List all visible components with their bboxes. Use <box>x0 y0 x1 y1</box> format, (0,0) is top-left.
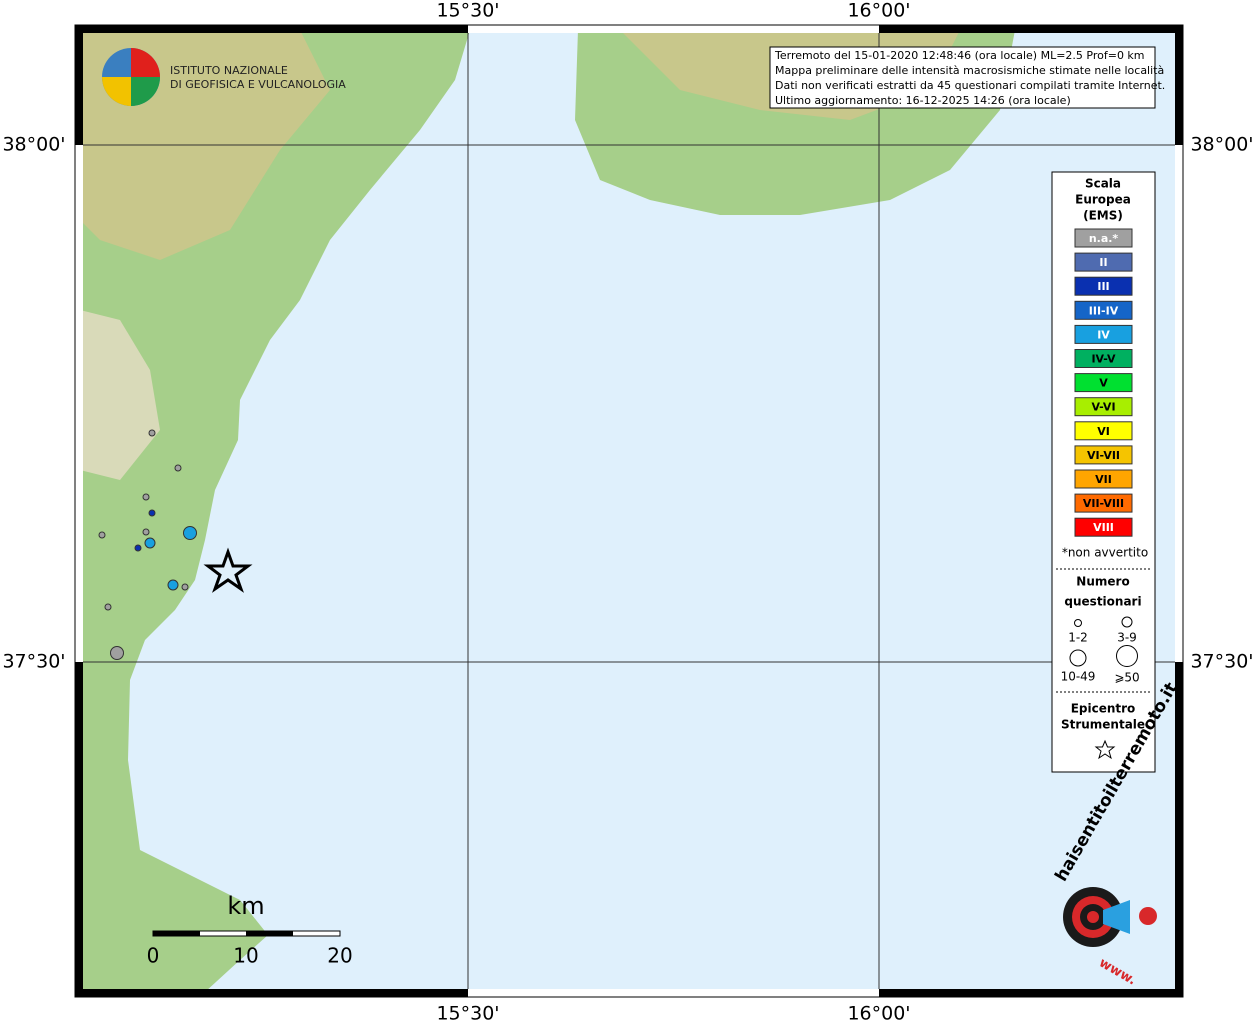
info-line: Dati non verificati estratti da 45 quest… <box>775 79 1165 92</box>
scale-bar: km 0 10 20 <box>147 892 353 968</box>
scale-unit: km <box>227 892 264 920</box>
legend: Scala Europea (EMS) *non avvertito Numer… <box>1056 177 1151 760</box>
legend-swatch <box>1074 445 1133 465</box>
legend-label: VI <box>1097 425 1110 438</box>
legend-title: Europea <box>1075 193 1131 207</box>
legend-note: *non avvertito <box>1062 546 1148 560</box>
legend-label: n.a.* <box>1089 232 1119 245</box>
legend-label: VI-VII <box>1087 449 1120 462</box>
legend-label: IV <box>1097 328 1110 341</box>
legend-label: VIII <box>1093 521 1114 534</box>
epicenter-title: Strumentale <box>1061 718 1145 732</box>
lat-label: 37°30' <box>1190 651 1253 673</box>
lon-label: 16°00' <box>847 1003 910 1025</box>
lat-label: 38°00' <box>1190 134 1253 156</box>
logo-text: ISTITUTO NAZIONALE <box>170 64 288 77</box>
lon-label: 16°00' <box>847 0 910 22</box>
legend-swatch <box>1074 493 1133 513</box>
size-label: 1-2 <box>1068 631 1088 645</box>
scale-tick: 20 <box>327 944 352 968</box>
frame <box>74 24 1184 998</box>
size-title: questionari <box>1064 595 1141 609</box>
observation-points <box>98 429 197 660</box>
lat-label: 38°00' <box>2 134 65 156</box>
size-label: 10-49 <box>1061 670 1096 684</box>
legend-label: V-VI <box>1091 401 1115 414</box>
legend-swatch <box>1074 469 1133 489</box>
scale-tick: 0 <box>147 944 160 968</box>
graticule <box>75 25 1183 997</box>
legend-label: V <box>1099 377 1108 390</box>
legend-swatch <box>1074 324 1133 344</box>
legend-label: III-IV <box>1089 304 1119 317</box>
size-label: 3-9 <box>1117 631 1137 645</box>
land <box>80 30 470 992</box>
info: Terremoto del 15-01-2020 12:48:46 (ora l… <box>774 49 1165 107</box>
legend-title: Scala <box>1085 177 1121 191</box>
legend-label: IV-V <box>1091 353 1116 366</box>
legend-swatch <box>1074 373 1133 393</box>
legend-swatch <box>1074 517 1133 537</box>
legend-swatch <box>1074 349 1133 368</box>
legend-swatch <box>1074 300 1133 320</box>
info-line: Terremoto del 15-01-2020 12:48:46 (ora l… <box>774 49 1145 62</box>
logo-text: DI GEOFISICA E VULCANOLOGIA <box>170 78 346 91</box>
lon-label: 15°30' <box>436 1003 499 1025</box>
legend-label: VII <box>1095 473 1112 486</box>
legend-swatch <box>1074 397 1133 417</box>
lat-label: 37°30' <box>2 651 65 673</box>
legend-label: III <box>1097 280 1109 293</box>
lon-label: 15°30' <box>436 0 499 22</box>
legend-label: VII-VIII <box>1083 497 1124 510</box>
size-label: ⩾50 <box>1114 671 1139 685</box>
info-box <box>769 46 1156 109</box>
epicenter-title: Epicentro <box>1071 702 1136 716</box>
info-line: Ultimo aggiornamento: 16-12-2025 14:26 (… <box>775 94 1071 107</box>
legend-label: II <box>1099 256 1107 269</box>
epicenter <box>203 547 253 593</box>
land-relief <box>80 310 160 480</box>
legend-swatch <box>1074 252 1133 272</box>
legend-swatch <box>1074 421 1133 441</box>
info-line: Mappa preliminare delle intensità macros… <box>775 64 1164 77</box>
size-title: Numero <box>1076 575 1129 589</box>
legend-swatch <box>1074 228 1133 248</box>
scale-tick: 10 <box>233 944 258 968</box>
legend-title: (EMS) <box>1083 209 1123 223</box>
legend-swatch <box>1074 276 1133 296</box>
